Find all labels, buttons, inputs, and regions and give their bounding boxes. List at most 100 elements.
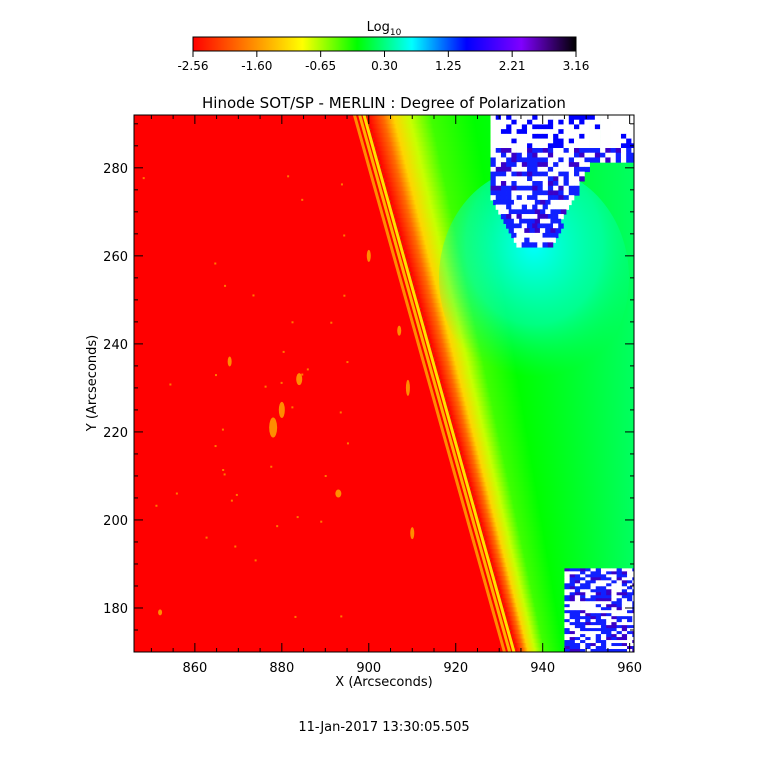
saturated-cell <box>585 568 591 572</box>
saturated-cell <box>537 190 543 196</box>
saturated-cell <box>521 181 528 187</box>
saturated-cell <box>537 214 543 220</box>
saturated-cell <box>553 166 559 173</box>
saturated-cell <box>495 129 502 135</box>
saturated-cell <box>594 138 601 144</box>
saturated-cell <box>605 152 611 158</box>
disk-speck <box>346 361 349 364</box>
saturated-cell <box>542 157 549 163</box>
saturated-cell <box>532 204 538 210</box>
saturated-cell <box>626 129 632 135</box>
saturated-cell <box>610 119 617 125</box>
saturated-cell <box>584 115 590 121</box>
saturated-cell <box>600 643 607 647</box>
saturated-cell <box>590 598 597 602</box>
saturated-cell <box>580 619 586 623</box>
saturated-cell <box>506 152 512 158</box>
saturated-cell <box>563 152 570 158</box>
saturated-cell <box>542 152 549 158</box>
saturated-cell <box>621 628 628 632</box>
saturated-cell <box>547 190 554 196</box>
saturated-cell <box>532 190 538 196</box>
saturated-cell <box>585 589 591 593</box>
saturated-cell <box>540 199 546 206</box>
saturated-cell <box>574 610 581 614</box>
saturated-cell <box>574 181 580 187</box>
saturated-cell <box>500 162 507 168</box>
saturated-cell <box>620 115 627 121</box>
saturated-cell <box>527 115 533 121</box>
saturated-cell <box>564 649 570 652</box>
saturated-cell <box>532 162 538 168</box>
saturated-cell <box>632 619 634 623</box>
saturated-cell <box>631 152 634 158</box>
saturated-cell <box>594 152 601 158</box>
y-tick-label: 180 <box>103 602 128 617</box>
saturated-cell <box>610 115 617 121</box>
saturated-cell <box>600 622 607 626</box>
saturated-cell <box>615 129 622 135</box>
saturated-cell <box>516 162 523 168</box>
saturated-cell <box>506 133 512 140</box>
off-limb-strip <box>464 464 634 470</box>
saturated-cell <box>521 195 528 201</box>
saturated-cell <box>569 622 576 626</box>
saturated-cell <box>580 568 586 572</box>
saturated-cell <box>632 592 634 596</box>
saturated-cell <box>563 148 570 154</box>
saturated-cell <box>527 185 533 191</box>
saturated-cell <box>558 124 564 130</box>
saturated-cell <box>632 631 634 635</box>
off-limb-strip <box>482 526 634 532</box>
saturated-cell <box>574 138 580 144</box>
disk-speck <box>222 469 225 472</box>
saturated-cell <box>498 209 504 215</box>
saturated-cell <box>516 176 523 182</box>
saturated-cell <box>568 119 575 125</box>
saturated-cell <box>503 199 510 206</box>
saturated-cell <box>532 138 538 144</box>
saturated-cell <box>553 115 559 121</box>
saturated-cell <box>595 643 602 647</box>
saturated-cell <box>621 625 628 629</box>
saturated-cell <box>500 171 507 177</box>
saturated-cell <box>574 124 580 130</box>
saturated-cell <box>564 616 570 620</box>
off-limb-strip <box>457 437 634 443</box>
saturated-cell <box>585 574 591 578</box>
saturated-cell <box>584 138 590 144</box>
saturated-cell <box>516 166 523 173</box>
saturated-cell <box>631 148 634 154</box>
saturated-cell <box>574 604 581 608</box>
saturated-cell <box>529 209 536 215</box>
saturated-cell <box>547 138 554 144</box>
off-limb-strip <box>487 544 634 550</box>
saturated-cell <box>611 643 617 647</box>
saturated-cell <box>574 166 580 173</box>
saturated-cell <box>566 199 572 206</box>
saturated-cell <box>553 138 559 144</box>
disk-speck <box>343 234 346 237</box>
saturated-cell <box>558 162 564 168</box>
saturated-cell <box>564 619 570 623</box>
saturated-cell <box>580 571 586 575</box>
saturated-cell <box>632 616 634 620</box>
saturated-cell <box>620 143 627 149</box>
saturated-cell <box>524 228 530 234</box>
off-limb-strip <box>480 522 634 528</box>
saturated-cell <box>506 124 512 130</box>
saturated-cell <box>521 223 528 229</box>
saturated-cell <box>627 640 633 644</box>
saturated-cell <box>627 610 633 614</box>
saturated-cell <box>579 157 585 163</box>
saturated-cell <box>542 176 549 182</box>
saturated-cell <box>600 157 606 163</box>
saturated-cell <box>568 133 575 140</box>
saturated-cell <box>574 640 581 644</box>
saturated-cell <box>564 589 570 593</box>
saturated-cell <box>621 580 628 584</box>
saturated-cell <box>547 119 554 125</box>
saturated-cell <box>594 143 601 149</box>
saturated-cell <box>626 138 632 144</box>
